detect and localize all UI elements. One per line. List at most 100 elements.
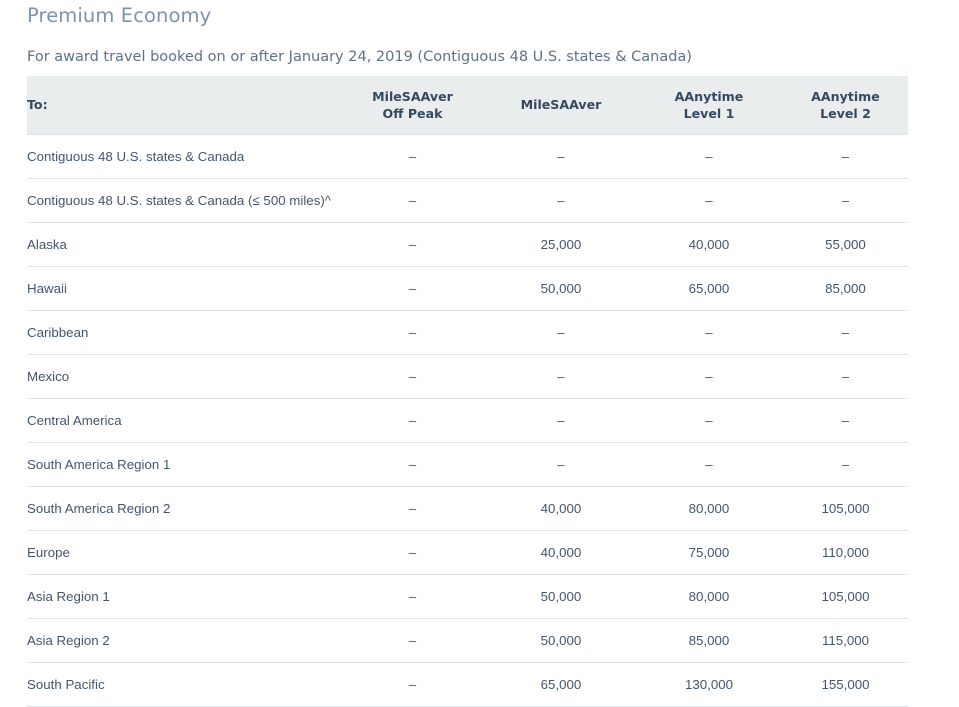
table-cell-miles: – [783,310,908,355]
table-row: Alaska – 25,000 40,000 55,000 [27,222,908,267]
table-cell-destination: South America Region 2 [27,486,338,531]
table-row: Europe – 40,000 75,000 110,000 [27,530,908,575]
table-cell-miles: – [487,354,635,399]
table-cell-miles: 80,000 [635,574,783,619]
table-cell-miles: 80,000 [635,486,783,531]
table-cell-miles: – [338,486,487,531]
table-cell-destination: Hawaii [27,266,338,311]
table-cell-miles: – [338,222,487,267]
empty-value-dash: – [408,148,417,164]
empty-value-dash: – [408,632,417,648]
table-cell-miles: 105,000 [783,486,908,531]
empty-value-dash: – [841,456,850,472]
table-cell-miles: 65,000 [635,266,783,311]
table-cell-miles: – [487,442,635,487]
empty-value-dash: – [408,192,417,208]
table-row: Contiguous 48 U.S. states & Canada – – – – [27,133,908,179]
empty-value-dash: – [841,412,850,428]
table-cell-miles: – [487,133,635,179]
table-row: Central America – – – – [27,398,908,443]
table-cell-miles: – [635,398,783,443]
table-header: To: MileSAAver Off Peak MileSAAver AAnyt… [27,76,908,134]
table-cell-destination: Europe [27,530,338,575]
table-row: Contiguous 48 U.S. states & Canada (≤ 50… [27,178,908,223]
table-cell-destination: Contiguous 48 U.S. states & Canada (≤ 50… [27,178,338,223]
table-caption: For award travel booked on or after Janu… [27,49,692,65]
table-cell-miles: – [635,133,783,179]
award-chart-page: Premium Economy For award travel booked … [27,4,908,707]
table-cell-miles: 85,000 [783,266,908,311]
table-cell-miles: 110,000 [783,530,908,575]
column-header-milesaaver-off-peak-line2: Off Peak [382,105,443,121]
table-cell-destination: Central America [27,398,338,443]
table-cell-miles: 40,000 [635,222,783,267]
table-cell-miles: – [338,178,487,223]
empty-value-dash: – [557,192,565,208]
empty-value-dash: – [705,192,713,208]
table-cell-destination: Asia Region 2 [27,618,338,663]
column-header-aanytime-level-2-line2: Level 2 [820,105,871,121]
table-cell-destination: Mexico [27,354,338,399]
table-cell-miles: 65,000 [487,662,635,707]
empty-value-dash: – [408,544,417,560]
table-cell-miles: – [338,266,487,311]
table-cell-miles: – [783,442,908,487]
table-cell-miles: – [338,310,487,355]
empty-value-dash: – [841,368,850,384]
column-header-milesaaver-off-peak-line1: MileSAAver [372,88,453,104]
table-cell-miles: 50,000 [487,266,635,311]
table-header-row: To: MileSAAver Off Peak MileSAAver AAnyt… [27,76,908,134]
award-miles-table: To: MileSAAver Off Peak MileSAAver AAnyt… [27,76,908,707]
empty-value-dash: – [557,148,565,164]
table-cell-miles: 50,000 [487,618,635,663]
table-body: Contiguous 48 U.S. states & Canada – – – – Co… [27,133,908,707]
table-cell-destination: Caribbean [27,310,338,355]
empty-value-dash: – [408,456,417,472]
table-cell-miles: 25,000 [487,222,635,267]
table-cell-miles: 85,000 [635,618,783,663]
table-cell-destination: South America Region 1 [27,442,338,487]
empty-value-dash: – [841,324,850,340]
empty-value-dash: – [841,148,850,164]
empty-value-dash: – [705,412,713,428]
table-row: South America Region 1 – – – – [27,442,908,487]
table-cell-miles: – [635,310,783,355]
table-cell-miles: 115,000 [783,618,908,663]
table-cell-miles: – [487,310,635,355]
table-row: South Pacific – 65,000 130,000 155,000 [27,662,908,707]
table-row: South America Region 2 – 40,000 80,000 105,0… [27,486,908,531]
table-cell-miles: 50,000 [487,574,635,619]
empty-value-dash: – [408,368,417,384]
column-header-milesaaver: MileSAAver [487,76,635,134]
empty-value-dash: – [408,500,417,516]
empty-value-dash: – [557,456,565,472]
empty-value-dash: – [408,412,417,428]
table-cell-miles: – [338,442,487,487]
column-header-aanytime-level-1-line2: Level 1 [683,105,735,121]
table-row: Hawaii – 50,000 65,000 85,000 [27,266,908,311]
empty-value-dash: – [408,588,417,604]
table-cell-miles: 130,000 [635,662,783,707]
empty-value-dash: – [705,456,713,472]
column-header-milesaaver-off-peak: MileSAAver Off Peak [338,76,487,134]
table-cell-miles: – [338,133,487,179]
table-cell-miles: – [635,354,783,399]
column-header-aanytime-level-2-line1: AAnytime [811,88,880,104]
page-title: Premium Economy [27,4,212,27]
table-cell-miles: – [338,662,487,707]
table-cell-miles: – [338,398,487,443]
table-cell-miles: – [487,398,635,443]
table-cell-miles: 105,000 [783,574,908,619]
table-cell-destination: Asia Region 1 [27,574,338,619]
empty-value-dash: – [841,192,850,208]
empty-value-dash: – [705,368,713,384]
column-header-milesaaver-line1: MileSAAver [520,97,602,113]
table-cell-miles: – [338,354,487,399]
table-cell-destination: Contiguous 48 U.S. states & Canada [27,133,338,179]
column-header-to-line1: To: [27,97,48,113]
table-row: Asia Region 1 – 50,000 80,000 105,000 [27,574,908,619]
table-row: Mexico – – – – [27,354,908,399]
empty-value-dash: – [408,676,417,692]
column-header-aanytime-level-1: AAnytime Level 1 [635,76,783,134]
empty-value-dash: – [408,280,417,296]
